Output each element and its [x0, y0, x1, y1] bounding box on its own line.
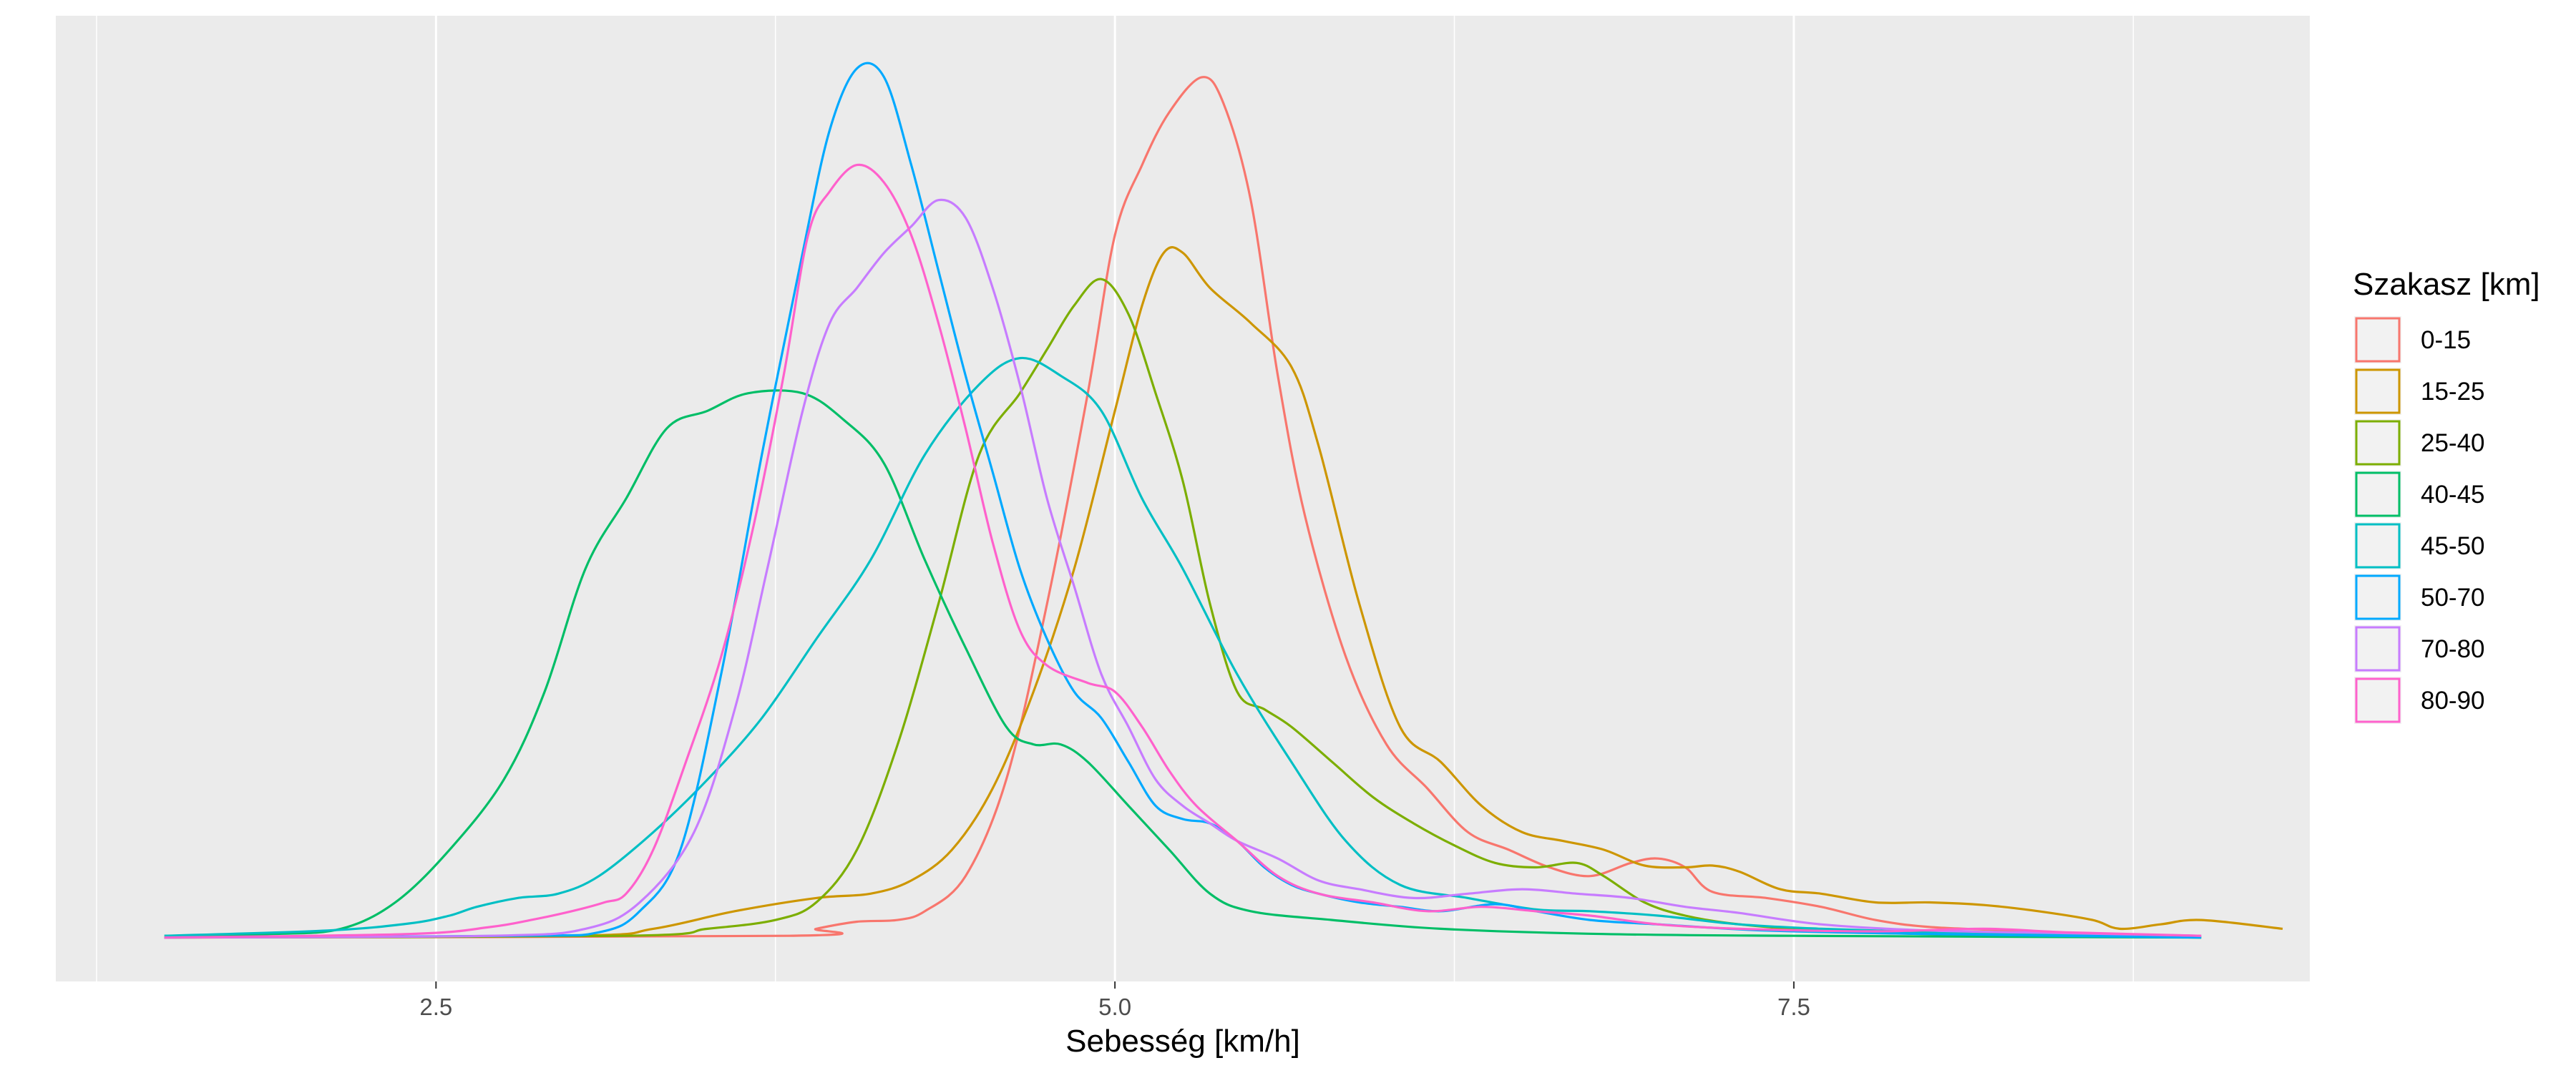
grid-lines: [96, 16, 2135, 981]
series-line-80-90: [164, 163, 2202, 939]
legend-key-70-80: [2355, 626, 2401, 672]
legend-title: Szakasz [km]: [2353, 267, 2540, 302]
legend-key-50-70: [2355, 574, 2401, 620]
legend-key-bg: [2354, 471, 2401, 518]
density-series: [164, 62, 2283, 939]
series-line-15-25: [164, 246, 2283, 939]
x-tick-label: 5.0: [1098, 994, 1131, 1020]
legend-label-0-15: 0-15: [2421, 326, 2471, 354]
legend-key-25-40: [2355, 420, 2401, 466]
legend-key-0-15: [2355, 317, 2401, 363]
legend-key-45-50: [2355, 523, 2401, 569]
legend: Szakasz [km] 0-15 15-25 25-40 40-45 45-50 50-…: [2353, 267, 2540, 724]
legend-key-80-90: [2355, 677, 2401, 723]
legend-key-15-25: [2355, 368, 2401, 414]
x-tick-label: 7.5: [1777, 994, 1810, 1020]
legend-key-40-45: [2355, 471, 2401, 517]
legend-label-80-90: 80-90: [2421, 687, 2485, 715]
series-line-45-50: [164, 356, 2202, 938]
series-line-25-40: [164, 278, 2202, 939]
x-tick-label: 2.5: [419, 994, 452, 1020]
legend-key-bg: [2354, 316, 2401, 363]
legend-label-70-80: 70-80: [2421, 635, 2485, 663]
legend-key-bg: [2354, 522, 2401, 569]
legend-key-bg: [2354, 419, 2401, 466]
legend-label-50-70: 50-70: [2421, 584, 2485, 612]
x-axis-title: Sebesség [km/h]: [1065, 1024, 1300, 1059]
legend-key-bg: [2354, 625, 2401, 672]
plot-panel: [56, 16, 2310, 981]
legend-key-bg: [2354, 368, 2401, 415]
series-line-40-45: [164, 389, 2202, 939]
legend-label-25-40: 25-40: [2421, 429, 2485, 457]
series-line-70-80: [164, 198, 2202, 939]
legend-label-15-25: 15-25: [2421, 378, 2485, 406]
legend-label-40-45: 40-45: [2421, 481, 2485, 509]
legend-key-bg: [2354, 574, 2401, 621]
legend-key-bg: [2354, 677, 2401, 724]
x-axis: 2.5 5.0 7.5: [419, 981, 1810, 1020]
legend-label-45-50: 45-50: [2421, 532, 2485, 560]
series-line-0-15: [164, 76, 2202, 939]
